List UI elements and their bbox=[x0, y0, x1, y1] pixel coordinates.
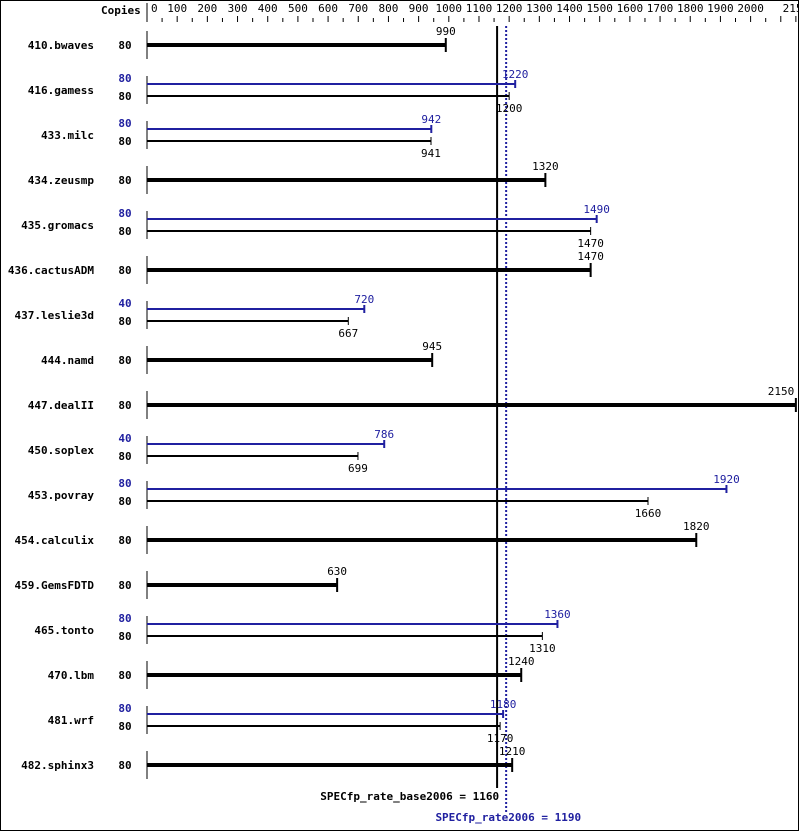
x-tick-label: 200 bbox=[197, 2, 217, 15]
x-tick-label: 1600 bbox=[617, 2, 644, 15]
benchmark-name: 433.milc bbox=[41, 129, 94, 142]
benchmark-name: 459.GemsFDTD bbox=[15, 579, 95, 592]
benchmark-name: 416.gamess bbox=[28, 84, 94, 97]
base-value: 941 bbox=[421, 147, 441, 160]
x-tick-label: 1400 bbox=[556, 2, 583, 15]
base-copies: 80 bbox=[118, 315, 131, 328]
base-copies: 80 bbox=[118, 135, 131, 148]
benchmark-name: 454.calculix bbox=[15, 534, 95, 547]
benchmark-name: 410.bwaves bbox=[28, 39, 94, 52]
base-copies: 80 bbox=[118, 495, 131, 508]
x-tick-label: 0 bbox=[151, 2, 158, 15]
base-metric-label: SPECfp_rate_base2006 = 1160 bbox=[320, 790, 499, 803]
peak-copies: 80 bbox=[118, 702, 131, 715]
benchmark-name: 450.soplex bbox=[28, 444, 95, 457]
base-value: 1210 bbox=[499, 745, 526, 758]
x-tick-label: 100 bbox=[167, 2, 187, 15]
base-copies: 80 bbox=[118, 174, 131, 187]
base-value: 1240 bbox=[508, 655, 535, 668]
x-tick-label: 1000 bbox=[436, 2, 463, 15]
base-copies: 80 bbox=[118, 630, 131, 643]
x-tick-label: 2000 bbox=[737, 2, 764, 15]
x-tick-label: 1200 bbox=[496, 2, 523, 15]
x-tick-label: 900 bbox=[409, 2, 429, 15]
base-value: 990 bbox=[436, 25, 456, 38]
base-value: 1200 bbox=[496, 102, 523, 115]
x-tick-label: 2150 bbox=[783, 2, 798, 15]
base-copies: 80 bbox=[118, 354, 131, 367]
x-tick-label: 1100 bbox=[466, 2, 493, 15]
base-value: 945 bbox=[422, 340, 442, 353]
peak-copies: 80 bbox=[118, 612, 131, 625]
base-copies: 80 bbox=[118, 399, 131, 412]
peak-value: 1180 bbox=[490, 698, 517, 711]
peak-value: 942 bbox=[421, 113, 441, 126]
benchmark-name: 453.povray bbox=[28, 489, 95, 502]
base-value: 1660 bbox=[635, 507, 662, 520]
base-copies: 80 bbox=[118, 264, 131, 277]
x-tick-label: 700 bbox=[348, 2, 368, 15]
base-copies: 80 bbox=[118, 579, 131, 592]
benchmark-name: 437.leslie3d bbox=[15, 309, 94, 322]
base-value: 1320 bbox=[532, 160, 559, 173]
peak-copies: 40 bbox=[118, 297, 131, 310]
base-value: 1470 bbox=[577, 237, 604, 250]
x-tick-label: 800 bbox=[379, 2, 399, 15]
base-value: 699 bbox=[348, 462, 368, 475]
peak-copies: 80 bbox=[118, 72, 131, 85]
base-copies: 80 bbox=[118, 225, 131, 238]
base-value: 1170 bbox=[487, 732, 514, 745]
benchmark-name: 444.namd bbox=[41, 354, 94, 367]
base-copies: 80 bbox=[118, 759, 131, 772]
peak-value: 1920 bbox=[713, 473, 740, 486]
base-copies: 80 bbox=[118, 450, 131, 463]
peak-copies: 80 bbox=[118, 477, 131, 490]
x-tick-label: 1500 bbox=[586, 2, 613, 15]
peak-value: 1360 bbox=[544, 608, 571, 621]
x-tick-label: 400 bbox=[258, 2, 278, 15]
base-value: 1470 bbox=[577, 250, 604, 263]
base-value: 1820 bbox=[683, 520, 710, 533]
peak-value: 786 bbox=[374, 428, 394, 441]
benchmark-name: 481.wrf bbox=[48, 714, 94, 727]
x-tick-label: 500 bbox=[288, 2, 308, 15]
x-tick-label: 1900 bbox=[707, 2, 734, 15]
benchmark-name: 482.sphinx3 bbox=[21, 759, 94, 772]
peak-copies: 80 bbox=[118, 117, 131, 130]
peak-value: 1490 bbox=[583, 203, 610, 216]
benchmark-name: 447.dealII bbox=[28, 399, 94, 412]
x-tick-label: 1700 bbox=[647, 2, 674, 15]
base-copies: 80 bbox=[118, 669, 131, 682]
base-copies: 80 bbox=[118, 90, 131, 103]
base-copies: 80 bbox=[118, 720, 131, 733]
benchmark-name: 436.cactusADM bbox=[8, 264, 94, 277]
base-value: 630 bbox=[327, 565, 347, 578]
x-tick-label: 1300 bbox=[526, 2, 553, 15]
base-value: 667 bbox=[338, 327, 358, 340]
benchmark-name: 470.lbm bbox=[48, 669, 95, 682]
peak-value: 720 bbox=[354, 293, 374, 306]
peak-metric-label: SPECfp_rate2006 = 1190 bbox=[435, 811, 581, 824]
peak-copies: 80 bbox=[118, 207, 131, 220]
benchmark-name: 465.tonto bbox=[34, 624, 94, 637]
x-tick-label: 300 bbox=[228, 2, 248, 15]
x-tick-label: 600 bbox=[318, 2, 338, 15]
x-tick-label: 1800 bbox=[677, 2, 704, 15]
copies-header: Copies bbox=[101, 4, 141, 17]
peak-value: 1220 bbox=[502, 68, 529, 81]
peak-copies: 40 bbox=[118, 432, 131, 445]
base-value: 2150 bbox=[768, 385, 795, 398]
benchmark-name: 435.gromacs bbox=[21, 219, 94, 232]
base-value: 1310 bbox=[529, 642, 556, 655]
base-copies: 80 bbox=[118, 534, 131, 547]
base-copies: 80 bbox=[118, 39, 131, 52]
benchmark-name: 434.zeusmp bbox=[28, 174, 95, 187]
